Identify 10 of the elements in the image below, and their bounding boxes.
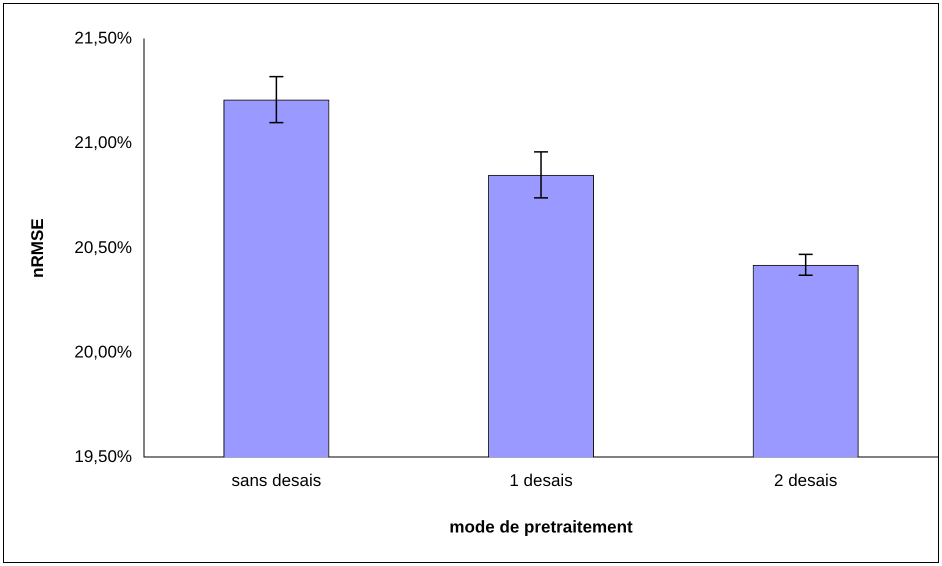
y-tick-label: 20,50% xyxy=(74,238,132,257)
x-tick-label: 2 desais xyxy=(774,471,838,490)
y-tick-label: 19,50% xyxy=(74,446,132,466)
y-axis-title: nRMSE xyxy=(28,218,47,278)
x-axis-title: mode de pretraitement xyxy=(449,517,633,536)
y-tick-label: 21,00% xyxy=(74,133,132,152)
y-tick-label: 20,00% xyxy=(74,342,132,362)
y-tick-label: 21,50% xyxy=(74,28,132,48)
x-tick-label: sans desais xyxy=(231,471,322,490)
x-tick-label: 1 desais xyxy=(509,471,573,490)
